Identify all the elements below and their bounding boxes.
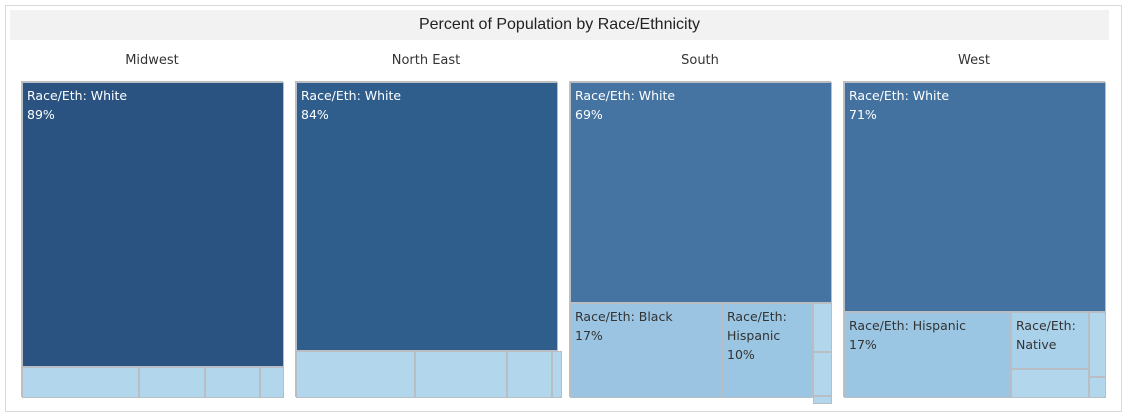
- tile-midwest-m3[interactable]: [139, 367, 205, 398]
- tile-value: 17%: [575, 328, 603, 343]
- tile-midwest-m4[interactable]: [205, 367, 260, 398]
- tile-label: Race/Eth: White: [27, 88, 128, 103]
- panel-label-north-east: North East: [391, 53, 461, 68]
- tile-north-east-n5[interactable]: [552, 351, 562, 398]
- tile-south-s4[interactable]: [813, 303, 832, 352]
- tile-value: 84%: [301, 107, 329, 122]
- tile-west-native[interactable]: Race/Eth: Native: [1011, 312, 1089, 369]
- tile-north-east-white[interactable]: Race/Eth: White 84%: [296, 82, 558, 351]
- treemap-midwest: Race/Eth: White 89%: [21, 81, 284, 398]
- tile-label: Race/Eth: Hispanic: [849, 318, 966, 333]
- tile-south-s5[interactable]: [813, 352, 832, 396]
- tile-value: 69%: [575, 107, 603, 122]
- panel-label-south: South: [681, 53, 719, 68]
- tile-west-white[interactable]: Race/Eth: White 71%: [844, 82, 1106, 312]
- tile-west-hispanic[interactable]: Race/Eth: Hispanic 17%: [844, 312, 1011, 398]
- tile-value: 71%: [849, 107, 877, 122]
- tile-west-w5[interactable]: [1089, 312, 1106, 377]
- tile-south-hispanic[interactable]: Race/Eth: Hispanic 10%: [722, 303, 813, 398]
- tile-south-s6[interactable]: [813, 396, 832, 404]
- panel-label-midwest: Midwest: [125, 53, 179, 68]
- tile-label: Race/Eth: White: [575, 88, 676, 103]
- treemap-north-east: Race/Eth: White 84%: [295, 81, 562, 398]
- panel-label-west: West: [958, 53, 990, 68]
- tile-value: 10%: [727, 347, 755, 362]
- tile-label: Race/Eth: White: [301, 88, 402, 103]
- tile-midwest-white[interactable]: Race/Eth: White 89%: [22, 82, 284, 367]
- tile-west-w6[interactable]: [1089, 377, 1106, 398]
- tile-midwest-m5[interactable]: [260, 367, 284, 398]
- treemap-south: Race/Eth: White 69% Race/Eth: Black 17% Race…: [569, 81, 832, 404]
- tile-value: 17%: [849, 337, 877, 352]
- tile-label: Race/Eth: Hispanic: [727, 309, 787, 343]
- treemap-west: Race/Eth: White 71% Race/Eth: Hispanic 17% R…: [843, 81, 1106, 398]
- tile-label: Race/Eth: Native: [1016, 318, 1076, 352]
- tile-north-east-n3[interactable]: [415, 351, 507, 398]
- tile-label: Race/Eth: Black: [575, 309, 673, 324]
- tile-south-white[interactable]: Race/Eth: White 69%: [570, 82, 832, 303]
- tile-label: Race/Eth: White: [849, 88, 950, 103]
- chart-title: Percent of Population by Race/Ethnicity: [10, 10, 1109, 40]
- tile-north-east-n2[interactable]: [296, 351, 415, 398]
- tile-west-w4[interactable]: [1011, 369, 1089, 398]
- tile-value: 89%: [27, 107, 55, 122]
- tile-midwest-m2[interactable]: [22, 367, 139, 398]
- tile-south-black[interactable]: Race/Eth: Black 17%: [570, 303, 722, 398]
- tile-north-east-n4[interactable]: [507, 351, 552, 398]
